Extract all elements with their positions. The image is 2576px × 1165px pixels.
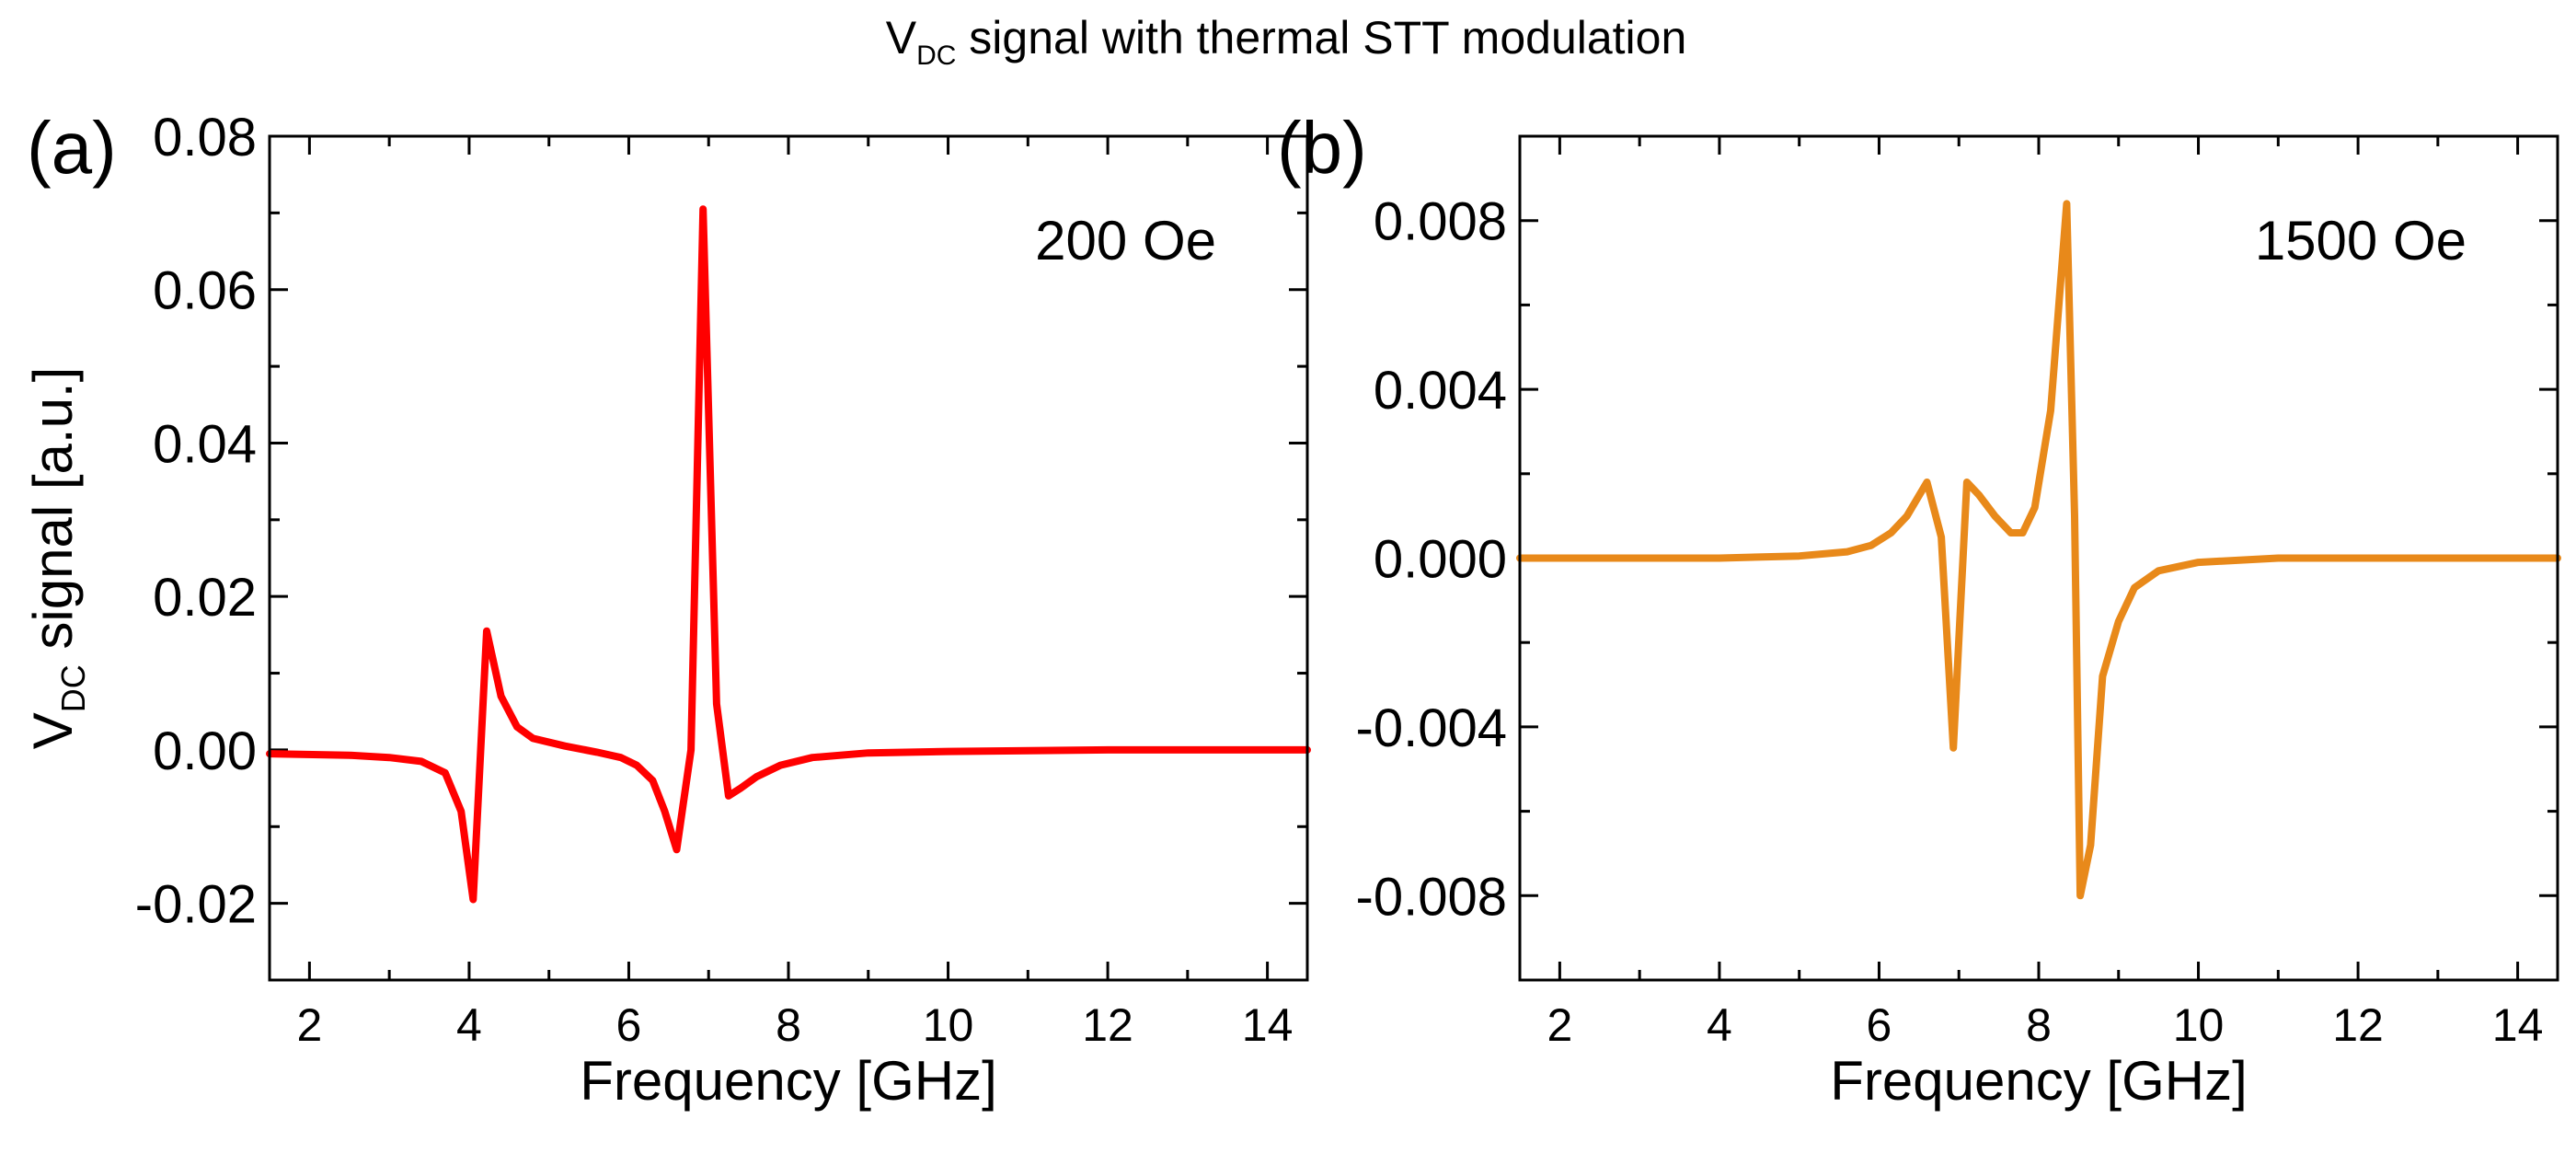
panel-b-x-tick-label: 4 (1707, 999, 1732, 1051)
panel-b-x-tick-label: 14 (2492, 999, 2544, 1051)
panel-a-series-line (266, 205, 1311, 904)
panel-a-y-label-rest: signal [a.u.] (22, 367, 84, 665)
panel-b-tick-labels: 2 4 6 8 10 12 14 -0.008 -0.004 0.000 0.004 0.008 (1356, 192, 2544, 1051)
panel-a-y-tick-label: 0.08 (153, 108, 257, 167)
panel-a-y-axis-label: VDC signal [a.u.] (22, 367, 92, 750)
panel-a-label: (a) (27, 107, 117, 189)
panel-b: 2 4 6 8 10 12 14 -0.008 -0.004 0.000 0.004 0.008 (b… (1277, 107, 2561, 1112)
panel-b-y-tick-label: -0.008 (1356, 867, 1507, 927)
panel-b-y-tick-label: 0.008 (1374, 192, 1507, 252)
panel-a-field-annotation: 200 Oe (1035, 210, 1216, 271)
panel-a-x-tick-label: 12 (1082, 999, 1133, 1051)
panel-b-plot-frame (1518, 134, 2559, 982)
panel-b-label: (b) (1277, 107, 1367, 189)
panel-a-y-label-main: V (22, 712, 84, 749)
panel-b-x-tick-label: 6 (1867, 999, 1892, 1051)
figure-title-main: V (886, 12, 917, 63)
panel-a-y-tick-label: 0.00 (153, 721, 257, 781)
panel-a-x-axis-label: Frequency [GHz] (580, 1050, 997, 1112)
panel-a-x-tick-label: 6 (616, 999, 642, 1051)
panel-b-y-tick-label: 0.004 (1374, 361, 1507, 421)
panel-b-field-annotation: 1500 Oe (2255, 210, 2467, 271)
panel-a-y-tick-label: 0.02 (153, 568, 257, 628)
panel-a-tick-labels: 2 4 6 8 10 12 14 -0.02 0.00 0.02 0.04 0.06 0.08 (135, 108, 1294, 1051)
panel-b-y-tick-label: -0.004 (1356, 698, 1507, 758)
panel-a-y-tick-label: 0.06 (153, 261, 257, 321)
panel-b-x-tick-label: 10 (2173, 999, 2225, 1051)
panel-b-x-tick-label: 8 (2026, 999, 2052, 1051)
panel-a-plot-frame (268, 134, 1309, 982)
panel-a-x-tick-label: 4 (456, 999, 482, 1051)
panel-a-x-tick-label: 14 (1242, 999, 1294, 1051)
panel-a-x-tick-label: 10 (923, 999, 974, 1051)
figure-title-rest: signal with thermal STT modulation (956, 12, 1686, 63)
figure-title-subscript: DC (916, 40, 956, 71)
panel-b-series-line (1516, 200, 2561, 900)
panel-a-y-tick-label: 0.04 (153, 414, 257, 474)
panel-b-x-tick-label: 12 (2332, 999, 2384, 1051)
panel-b-x-tick-label: 2 (1547, 999, 1572, 1051)
panel-a: 2 4 6 8 10 12 14-0.020.000.020.040.060.08 (a) … (22, 107, 1311, 1112)
figure-title: VDC signal with thermal STT modulation (886, 12, 1687, 71)
panel-b-y-tick-label: 0.000 (1374, 530, 1507, 590)
panel-a-ticks (270, 134, 1307, 982)
panel-a-y-tick-label: -0.02 (135, 875, 257, 935)
panel-a-x-tick-label: 8 (776, 999, 801, 1051)
panel-a-y-label-subscript: DC (54, 664, 92, 712)
panel-a-x-tick-label: 2 (296, 999, 322, 1051)
panel-b-x-axis-label: Frequency [GHz] (1830, 1050, 2248, 1112)
